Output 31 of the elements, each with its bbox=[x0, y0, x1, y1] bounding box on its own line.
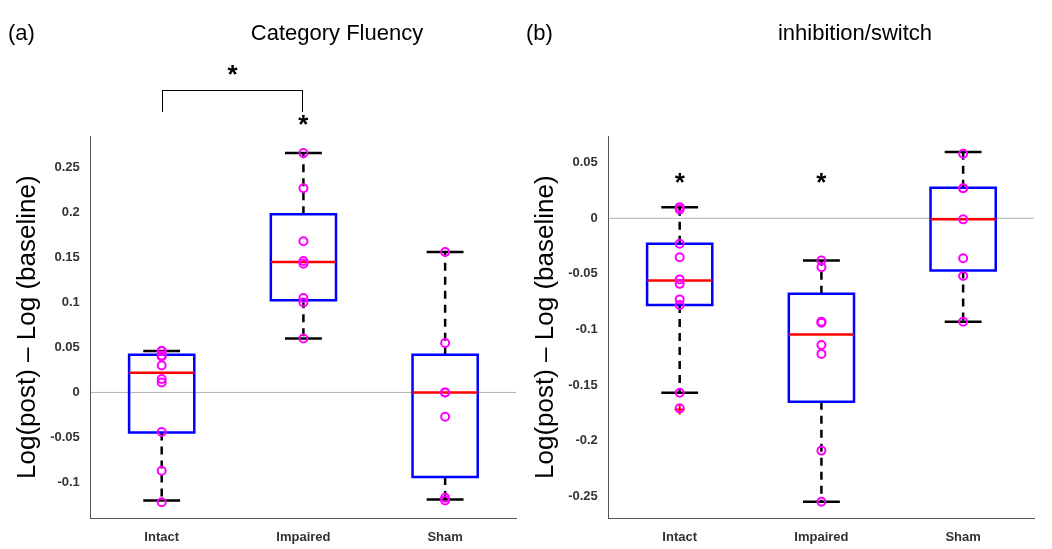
y-tick-label: 0 bbox=[590, 209, 598, 225]
x-tick-label: Intact bbox=[662, 528, 698, 544]
x-tick-label: Sham bbox=[427, 528, 463, 544]
annotation: * bbox=[816, 167, 828, 198]
annotation: * bbox=[674, 167, 686, 198]
text: (b) bbox=[526, 20, 553, 46]
annotation: * bbox=[298, 109, 310, 140]
x-tick-label: Impaired bbox=[276, 528, 331, 544]
y-tick-label: 0.05 bbox=[572, 154, 598, 170]
text: (a) bbox=[8, 20, 35, 46]
y-tick-label: -0.1 bbox=[57, 473, 80, 489]
chart-title: inhibition/switch bbox=[776, 20, 934, 46]
text: * bbox=[227, 59, 239, 90]
y-tick-label: -0.05 bbox=[568, 265, 598, 281]
y-axis-title: Log(post) – Log (baseline) bbox=[10, 175, 41, 479]
y-tick-label: -0.25 bbox=[568, 487, 598, 503]
chart-title: Category Fluency bbox=[249, 20, 425, 46]
y-tick-label: 0 bbox=[72, 384, 80, 400]
y-tick-label: 0.2 bbox=[61, 204, 80, 220]
y-tick-label: 0.15 bbox=[54, 249, 80, 265]
y-tick-label: 0.1 bbox=[61, 294, 80, 310]
y-tick-label: 0.05 bbox=[54, 339, 80, 355]
y-tick-label: -0.2 bbox=[575, 432, 598, 448]
x-tick-label: Sham bbox=[945, 528, 981, 544]
y-tick-label: -0.05 bbox=[50, 429, 80, 444]
y-tick-label: 0.25 bbox=[54, 159, 80, 175]
y-tick-label: -0.1 bbox=[575, 321, 598, 336]
y-tick-label: -0.15 bbox=[568, 376, 598, 392]
x-tick-label: Intact bbox=[144, 528, 180, 544]
x-tick-label: Impaired bbox=[794, 528, 849, 544]
y-axis-title: Log(post) – Log (baseline) bbox=[528, 175, 559, 479]
